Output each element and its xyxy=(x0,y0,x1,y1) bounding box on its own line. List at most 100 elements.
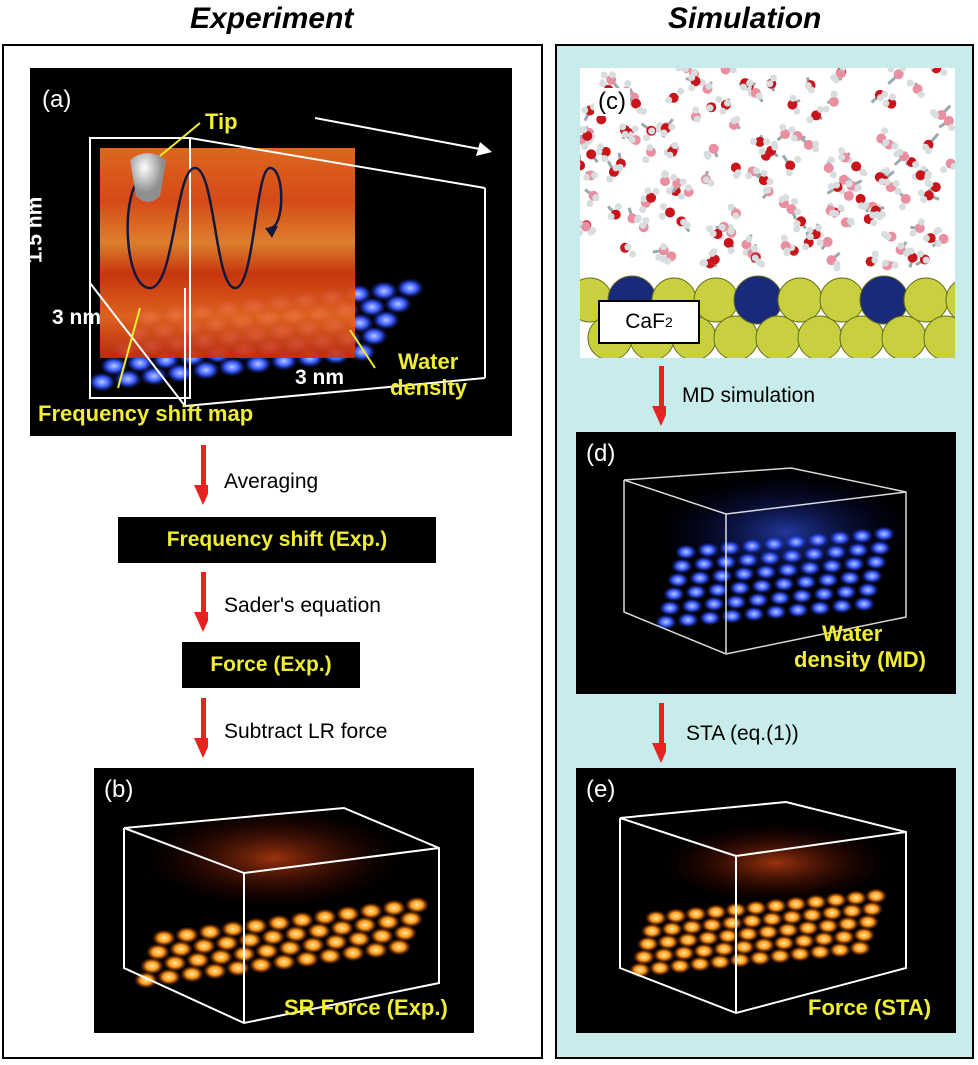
md-water-density-blob xyxy=(787,602,809,618)
md-water-density-blob xyxy=(733,566,755,582)
tip-oscillation-path xyxy=(126,166,283,290)
force-sta-blob xyxy=(633,949,655,965)
force-sta-blob xyxy=(713,941,735,957)
md-water-density-blob xyxy=(825,544,847,560)
hydrogen-atom xyxy=(677,192,685,200)
force-sta-blob xyxy=(853,927,875,943)
oxygen-atom xyxy=(855,193,866,204)
md-water-density-blob xyxy=(851,528,873,544)
sr-force-haze xyxy=(144,808,404,908)
oxygen-atom xyxy=(835,68,846,79)
force-sta-blob xyxy=(665,908,687,924)
md-water-density-blob xyxy=(747,592,769,608)
oxygen-atom xyxy=(580,221,591,232)
sr-force-blob xyxy=(336,905,360,923)
sr-force-blob xyxy=(284,925,308,943)
hydrogen-atom xyxy=(745,172,753,180)
md-water-density-blob xyxy=(737,552,759,568)
hydrogen-atom xyxy=(666,187,674,195)
hydrogen-atom xyxy=(583,173,591,181)
hydrogen-atom xyxy=(899,203,907,211)
hydrogen-atom xyxy=(878,178,886,186)
hydrogen-atom xyxy=(608,71,616,79)
hydrogen-atom xyxy=(675,68,683,72)
sr-force-blob xyxy=(301,936,325,954)
md-water-density-blob xyxy=(729,580,751,596)
force-sta-blob xyxy=(765,898,787,914)
hydrogen-atom xyxy=(783,247,791,255)
water-density-blob xyxy=(88,372,116,392)
hydrogen-atom xyxy=(702,176,710,184)
hydrogen-atom xyxy=(640,195,648,203)
md-water-density-blob xyxy=(725,594,747,610)
water-density-md-caption-line1: Water xyxy=(822,621,883,646)
md-water-density-blob xyxy=(763,536,785,552)
md-water-density-blob xyxy=(721,608,743,624)
force-sta-blob xyxy=(837,916,859,932)
panel-e-label: (e) xyxy=(586,776,616,803)
hydrogen-atom xyxy=(661,170,669,178)
md-water-density-blob xyxy=(675,544,697,560)
md-water-density-blob xyxy=(689,570,711,586)
hydrogen-atom xyxy=(815,224,823,232)
hydrogen-atom xyxy=(770,74,778,82)
hydrogen-atom xyxy=(688,84,696,92)
oxygen-atom xyxy=(785,160,796,171)
md-water-density-blob xyxy=(777,562,799,578)
hydrogen-atom xyxy=(893,150,901,158)
md-water-density-blob xyxy=(809,600,831,616)
hydrogen-atom xyxy=(788,126,796,134)
arrow-md-simulation xyxy=(652,366,666,426)
simulation-heading: Simulation xyxy=(668,2,822,35)
oxygen-atom xyxy=(886,98,897,109)
md-water-density-blob xyxy=(807,532,829,548)
hydrogen-atom xyxy=(793,107,801,115)
hydrogen-atom xyxy=(859,168,867,176)
hydrogen-atom xyxy=(894,187,902,195)
md-water-density-blob xyxy=(821,558,843,574)
hydrogen-atom xyxy=(671,141,679,149)
sr-force-blob xyxy=(313,908,337,926)
fluorine-atom xyxy=(903,277,949,323)
md-water-density-blob xyxy=(813,586,835,602)
panel-a-graphic xyxy=(88,117,492,407)
md-water-density-blob xyxy=(769,590,791,606)
hydrogen-atom xyxy=(899,68,907,72)
hydrogen-atom xyxy=(636,106,644,114)
hydrogen-atom xyxy=(660,203,668,211)
hydrogen-atom xyxy=(718,223,726,231)
height-label: 1.5 nm xyxy=(30,196,47,264)
frequency-map-leader-line xyxy=(117,307,141,389)
hydrogen-atom xyxy=(631,125,639,133)
hydrogen-atom xyxy=(688,74,696,82)
water-density-label-line1: Water xyxy=(398,349,459,374)
force-sta-blob xyxy=(861,901,883,917)
force-sta-blob xyxy=(681,919,703,935)
md-water-density-blob xyxy=(865,554,887,570)
force-sta-blob xyxy=(757,924,779,940)
sr-force-blob xyxy=(387,938,411,956)
md-water-density-blob xyxy=(693,556,715,572)
force-sta-blob xyxy=(685,906,707,922)
hydrogen-atom xyxy=(644,187,652,195)
hydrogen-atom xyxy=(950,162,955,170)
md-water-density-blob xyxy=(671,558,693,574)
md-water-density-blob xyxy=(751,578,773,594)
hydrogen-atom xyxy=(892,180,900,188)
oxygen-atom xyxy=(708,143,719,154)
fluorine-atom xyxy=(819,277,865,323)
panel-e-image: (e) Force (STA) xyxy=(576,768,956,1033)
hydrogen-atom xyxy=(887,68,895,73)
hydrogen-atom xyxy=(940,166,948,174)
hydrogen-atom xyxy=(940,69,948,77)
hydrogen-atom xyxy=(703,150,711,158)
md-water-density-blob xyxy=(659,600,681,616)
panel-d-label: (d) xyxy=(586,440,616,467)
sr-force-blob xyxy=(290,911,314,929)
sr-force-blob xyxy=(209,948,233,966)
oxygen-atom xyxy=(900,193,911,204)
hydrogen-atom xyxy=(928,68,935,70)
hydrogen-atom xyxy=(845,180,853,188)
hydrogen-atom xyxy=(648,127,656,135)
force-sta-blob xyxy=(649,960,671,976)
